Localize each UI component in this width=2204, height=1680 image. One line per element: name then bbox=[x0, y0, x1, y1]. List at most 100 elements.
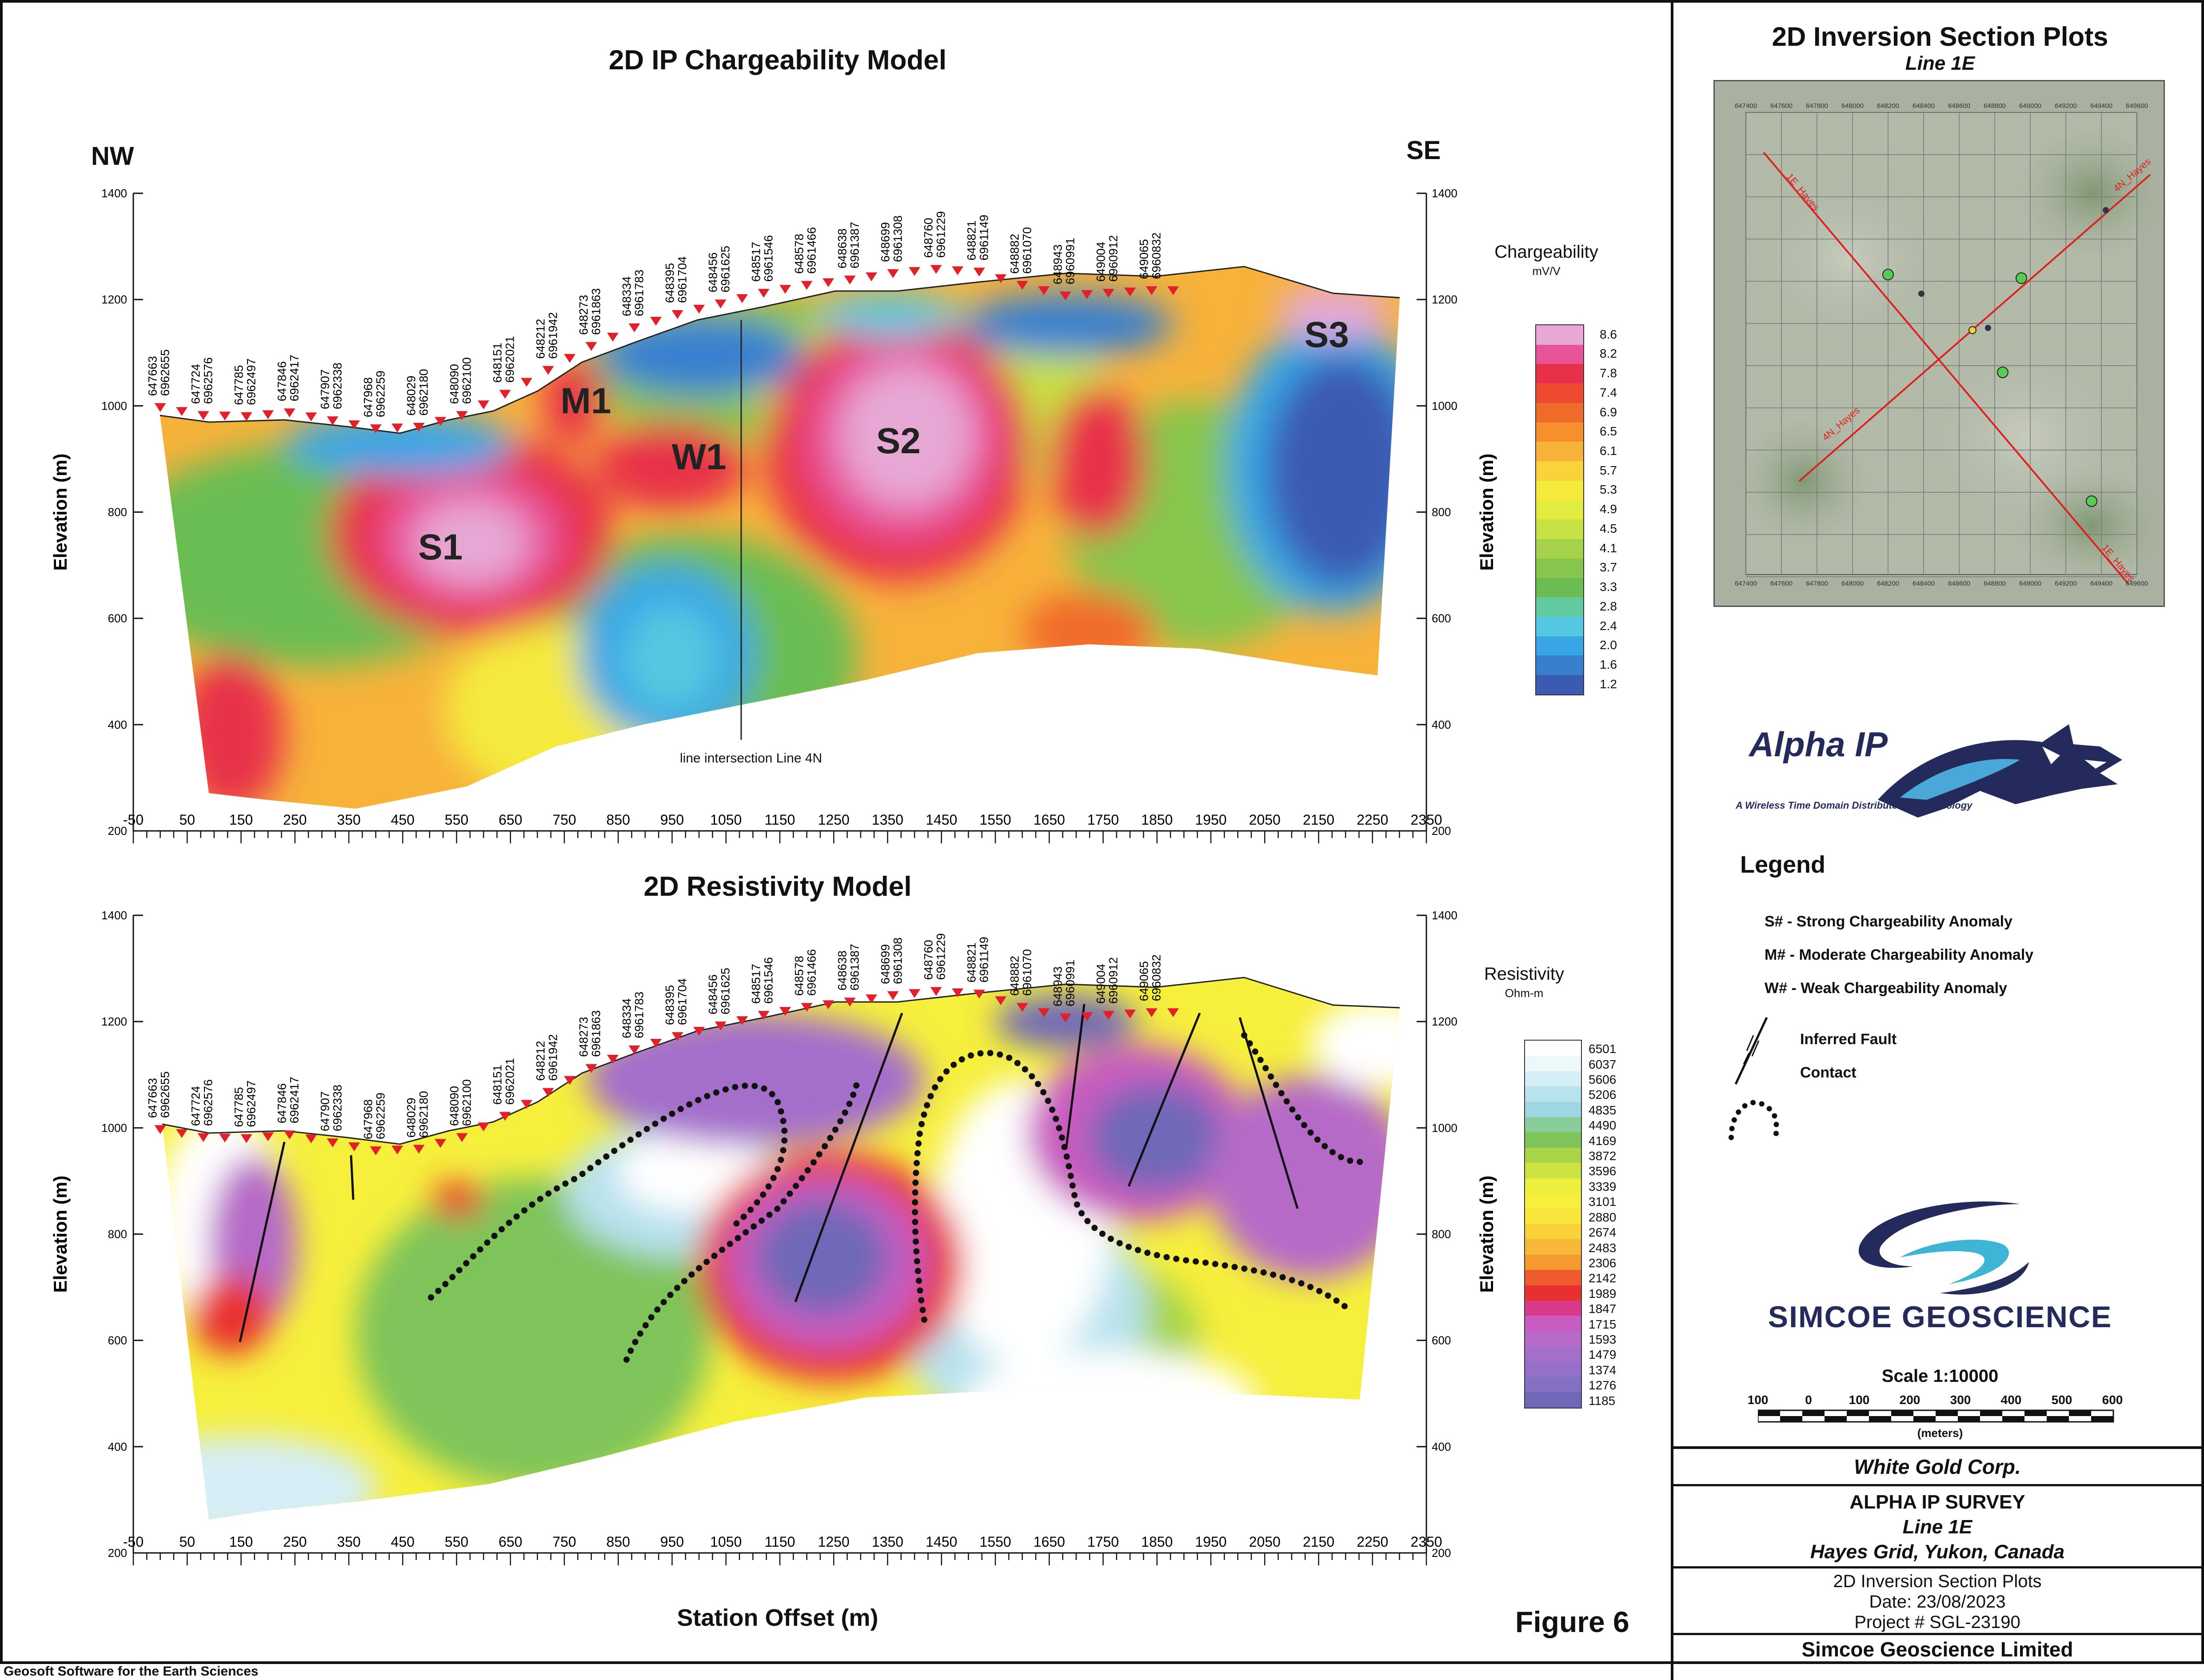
station-marker bbox=[391, 423, 403, 433]
station-marker bbox=[671, 310, 683, 319]
colorbar-swatch bbox=[1525, 1300, 1581, 1316]
station-easting: 648882 bbox=[1008, 956, 1022, 996]
station-marker bbox=[305, 1134, 317, 1144]
chargeability-colorbar-title: Chargeability bbox=[1494, 242, 1598, 262]
colorbar-swatch bbox=[1525, 1086, 1581, 1102]
scale-segment bbox=[2091, 1416, 2113, 1422]
map-top-tick-label: 647400 bbox=[1735, 102, 1757, 110]
station-easting: 648029 bbox=[405, 1097, 418, 1137]
station-marker bbox=[693, 1027, 705, 1036]
map-grid bbox=[1745, 112, 2137, 577]
station-easting: 648029 bbox=[405, 375, 418, 415]
station-marker bbox=[435, 417, 447, 426]
fault-line bbox=[794, 1013, 903, 1302]
station-marker bbox=[801, 1003, 813, 1012]
station-easting: 648273 bbox=[577, 295, 591, 335]
resistivity-colorbar bbox=[1524, 1040, 1582, 1409]
station-marker bbox=[262, 410, 274, 419]
colorbar-swatch bbox=[1536, 403, 1583, 423]
station-easting: 647724 bbox=[189, 364, 203, 404]
legend-moderate-anomaly: M# - Moderate Chargeability Anomaly bbox=[1765, 946, 2034, 963]
station-easting: 648578 bbox=[793, 956, 806, 996]
colorbar-swatch bbox=[1536, 539, 1583, 559]
anomaly-label-s2: S2 bbox=[876, 421, 921, 462]
colorbar-label: 1989 bbox=[1589, 1286, 1617, 1301]
map-marker-green bbox=[1997, 367, 2008, 378]
station-marker bbox=[219, 411, 231, 421]
map-top-tick-label: 649400 bbox=[2090, 102, 2112, 110]
y-tick-label-right: 600 bbox=[1432, 1334, 1451, 1347]
y-tick-label: 800 bbox=[108, 1228, 127, 1241]
x-tick-label: 1150 bbox=[765, 812, 795, 828]
station-easting: 649004 bbox=[1094, 242, 1108, 282]
station-marker bbox=[650, 1038, 662, 1048]
station-easting: 648760 bbox=[922, 940, 935, 980]
station-northing: 6962180 bbox=[417, 369, 431, 415]
x-tick-label: -50 bbox=[123, 812, 144, 828]
station-northing: 6962576 bbox=[202, 357, 215, 404]
station-easting: 647663 bbox=[146, 1078, 160, 1118]
colorbar-swatch bbox=[1536, 636, 1583, 656]
station-easting: 647968 bbox=[362, 1099, 375, 1139]
x-tick-label: 2050 bbox=[1249, 1534, 1281, 1550]
map-bottom-tick-label: 648400 bbox=[1913, 580, 1935, 587]
station-northing: 6961546 bbox=[762, 957, 775, 1004]
station-marker bbox=[435, 1139, 447, 1148]
station-northing: 6961783 bbox=[633, 270, 646, 316]
colorbar-swatch bbox=[1536, 578, 1583, 598]
station-northing: 6961308 bbox=[891, 215, 905, 262]
station-marker bbox=[305, 412, 317, 422]
colorbar-label: 3.7 bbox=[1600, 560, 1617, 575]
station-easting: 648821 bbox=[965, 942, 978, 982]
y-tick-label-right: 200 bbox=[1432, 1546, 1451, 1560]
colorbar-label: 1.6 bbox=[1600, 658, 1617, 672]
colorbar-label: 3596 bbox=[1589, 1164, 1617, 1178]
colorbar-swatch bbox=[1525, 1285, 1581, 1301]
colorbar-label: 2880 bbox=[1589, 1210, 1617, 1224]
fault-symbol-icon bbox=[1734, 1017, 1768, 1085]
x-tick-label: 850 bbox=[607, 812, 630, 828]
station-marker bbox=[650, 316, 662, 326]
station-northing: 6961070 bbox=[1021, 227, 1034, 274]
fault-line bbox=[239, 1141, 286, 1342]
colorbar-label: 2142 bbox=[1589, 1271, 1617, 1285]
colorbar-swatch bbox=[1536, 655, 1583, 675]
x-tick-label: 750 bbox=[552, 1534, 576, 1550]
x-tick-label: 1850 bbox=[1141, 1534, 1173, 1550]
map-bottom-tick-label: 649600 bbox=[2126, 580, 2148, 587]
colorbar-swatch bbox=[1536, 442, 1583, 462]
y-tick-label: 600 bbox=[108, 612, 127, 625]
location-map: 647400 647400 647600 647600 647800 647800 6480… bbox=[1713, 80, 2165, 607]
colorbar-label: 7.8 bbox=[1600, 366, 1617, 380]
station-marker bbox=[348, 1142, 360, 1152]
station-marker bbox=[736, 1016, 748, 1026]
x-tick-label: 1450 bbox=[926, 1534, 957, 1550]
station-marker bbox=[262, 1132, 274, 1141]
contacts bbox=[428, 1032, 1372, 1363]
station-marker bbox=[1081, 1012, 1093, 1022]
x-tick-label: 1550 bbox=[979, 812, 1011, 828]
station-marker bbox=[478, 1122, 490, 1132]
scale-bar bbox=[1758, 1409, 2114, 1423]
colorbar-label: 2483 bbox=[1589, 1241, 1617, 1255]
legend-strong-anomaly: S# - Strong Chargeability Anomaly bbox=[1765, 913, 2012, 930]
legend-weak-anomaly: W# - Weak Chargeability Anomaly bbox=[1765, 980, 2008, 997]
station-marker bbox=[1102, 289, 1114, 298]
station-easting: 648578 bbox=[793, 234, 806, 274]
map-top-tick-label: 647800 bbox=[1806, 102, 1828, 110]
station-marker bbox=[176, 407, 188, 416]
x-tick-label: 850 bbox=[607, 1534, 630, 1550]
colorbar-label: 4.5 bbox=[1600, 521, 1617, 535]
station-marker bbox=[823, 1000, 834, 1010]
colorbar-label: 3339 bbox=[1589, 1179, 1617, 1193]
x-tick-label: 1350 bbox=[872, 812, 903, 828]
station-marker bbox=[1038, 1008, 1050, 1018]
station-marker bbox=[1146, 286, 1158, 295]
y-tick-label-right: 1400 bbox=[1432, 187, 1457, 200]
scale-segment bbox=[1936, 1410, 1958, 1416]
station-marker bbox=[866, 994, 878, 1004]
colorbar-label: 4.9 bbox=[1600, 502, 1617, 516]
y-axis-title-left: Elevation (m) bbox=[50, 1176, 71, 1293]
colorbar-swatch bbox=[1525, 1209, 1581, 1224]
station-marker bbox=[628, 323, 640, 332]
